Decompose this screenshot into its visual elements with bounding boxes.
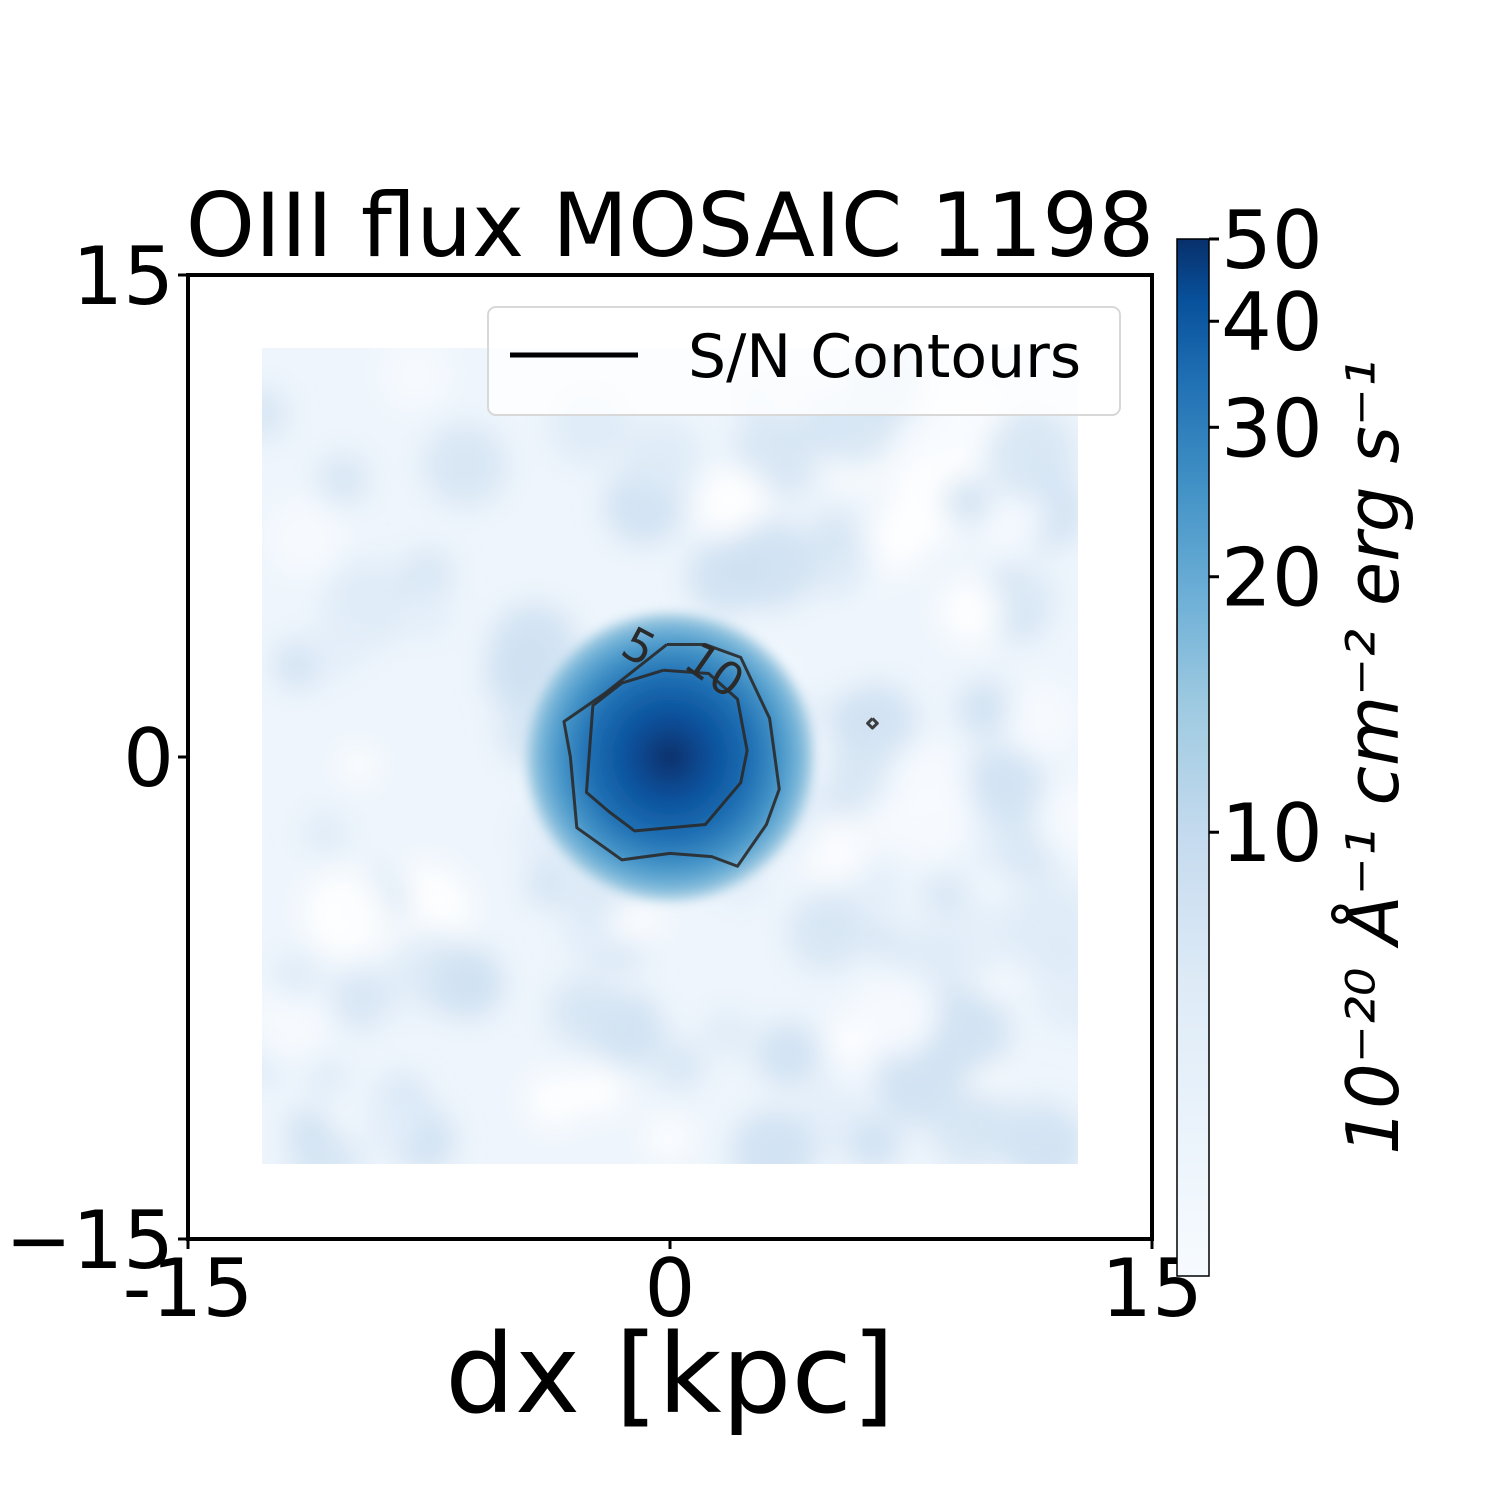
noise-patch	[1005, 682, 1078, 754]
noise-patch	[930, 1087, 1013, 1164]
noise-patch	[1034, 781, 1078, 859]
noise-patch	[302, 870, 390, 958]
noise-patch	[1035, 960, 1078, 1035]
noise-patch	[1011, 570, 1059, 618]
noise-patch	[306, 617, 367, 678]
noise-patch	[726, 519, 816, 609]
colorbar-label: 10⁻²⁰ Å⁻¹ cm⁻² erg s⁻¹	[1331, 359, 1415, 1155]
x-tick-label: 0	[645, 1242, 696, 1335]
noise-patch	[939, 578, 1005, 645]
noise-patch	[285, 1108, 328, 1150]
noise-patch	[730, 1109, 816, 1164]
noise-patch	[611, 895, 663, 947]
noise-patch	[645, 1045, 686, 1086]
noise-patch	[922, 871, 968, 917]
noise-patch	[786, 892, 866, 972]
noise-patch	[827, 693, 878, 745]
noise-patch	[380, 348, 451, 410]
colorbar-tick-label: 10	[1221, 787, 1323, 880]
x-axis-label: dx [kpc]	[445, 1310, 895, 1438]
y-tick-label: 15	[72, 230, 174, 323]
noise-patch	[400, 548, 455, 602]
contour-line-5	[562, 643, 781, 868]
noise-patch	[340, 747, 377, 784]
y-tick-label: −15	[5, 1194, 174, 1287]
chart-title: OIII flux MOSAIC 1198	[186, 174, 1155, 277]
flux-map-peak	[520, 607, 820, 907]
noise-patch	[809, 508, 863, 563]
noise-patch	[265, 498, 344, 577]
noise-patch	[696, 465, 771, 540]
colorbar-gradient	[1176, 238, 1210, 1277]
noise-patch	[625, 418, 703, 497]
x-axis-ticks: -15 0 15	[123, 1239, 1203, 1335]
noise-patch	[957, 680, 1015, 738]
noise-patch	[329, 968, 393, 1031]
noise-patch	[1003, 880, 1078, 976]
noise-patch	[983, 408, 1077, 502]
noise-patch	[316, 453, 370, 506]
noise-patch	[401, 588, 453, 640]
noise-patch	[886, 742, 970, 826]
noise-patch	[306, 1056, 348, 1098]
noise-patch	[847, 1116, 902, 1164]
noise-patch	[262, 983, 330, 1065]
noise-patch	[890, 460, 972, 543]
colorbar-tick-label: 50	[1221, 194, 1323, 287]
noise-patch	[944, 476, 993, 526]
noise-patch	[574, 1065, 625, 1116]
contour-line-10	[584, 668, 749, 833]
noise-patch	[548, 976, 621, 1048]
noise-patch	[272, 952, 321, 1000]
noise-patch	[923, 988, 1011, 1076]
legend: S/N Contours	[487, 306, 1121, 416]
noise-patch	[430, 946, 504, 1020]
noise-patch	[647, 1117, 690, 1160]
legend-box	[487, 306, 1121, 416]
y-axis-ticks: 15 0 −15	[5, 230, 188, 1287]
noise-patch	[853, 971, 939, 1057]
colorbar-tick-label: 30	[1221, 382, 1323, 475]
colorbar-tick-label: 40	[1221, 276, 1323, 369]
x-tick-label: -15	[123, 1242, 254, 1335]
noise-patch	[1020, 1098, 1062, 1140]
noise-patch	[262, 386, 289, 441]
noise-patch	[302, 810, 348, 856]
noise-patch	[422, 422, 508, 508]
noise-patch	[525, 1072, 583, 1129]
contour-line-5	[866, 717, 879, 730]
noise-patch	[703, 1009, 753, 1058]
noise-patch	[755, 1021, 822, 1088]
legend-entry-sn-contours: S/N Contours	[688, 322, 1081, 392]
colorbar-tick-label: 20	[1221, 532, 1323, 625]
flux-map-image	[262, 348, 1078, 1164]
y-tick-label: 0	[123, 712, 174, 805]
noise-patch	[355, 1089, 421, 1155]
